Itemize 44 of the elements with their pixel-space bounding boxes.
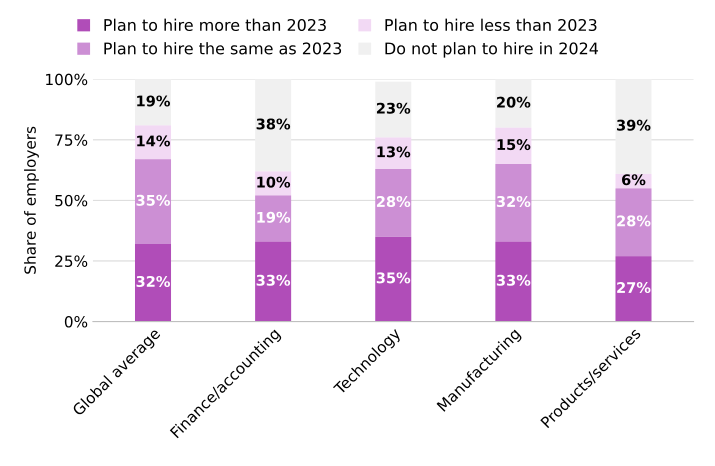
data-label: 20% bbox=[497, 96, 530, 108]
data-label: 35% bbox=[136, 194, 170, 206]
legend-label: Plan to hire the same as 2023 bbox=[104, 42, 342, 54]
data-label: 19% bbox=[257, 212, 290, 223]
data-label: 32% bbox=[136, 276, 170, 287]
bar bbox=[615, 256, 652, 322]
bar bbox=[255, 196, 292, 242]
data-label: 35% bbox=[376, 272, 410, 284]
y-tick-label: 50% bbox=[55, 194, 88, 206]
legend-label: Plan to hire more than 2023 bbox=[104, 18, 326, 32]
data-label: 33% bbox=[256, 274, 290, 286]
data-label: 28% bbox=[617, 215, 650, 226]
data-label: 14% bbox=[137, 135, 170, 146]
bar bbox=[134, 79, 172, 126]
data-label: 27% bbox=[617, 282, 650, 294]
bar bbox=[375, 236, 412, 322]
bar bbox=[375, 82, 412, 138]
bar bbox=[375, 168, 412, 237]
data-label: 15% bbox=[498, 139, 530, 150]
data-label: 32% bbox=[496, 196, 530, 208]
legend-label: Do not plan to hire in 2024 bbox=[385, 42, 598, 58]
bar bbox=[134, 244, 172, 322]
bar bbox=[495, 242, 532, 322]
data-label: 28% bbox=[376, 196, 410, 208]
y-tick-label: 25% bbox=[55, 255, 88, 267]
data-label: 10% bbox=[257, 176, 290, 188]
data-label: 23% bbox=[376, 102, 410, 114]
y-tick-label: 75% bbox=[55, 134, 88, 146]
y-tick-label: 100% bbox=[46, 74, 88, 86]
bar bbox=[615, 188, 652, 256]
y-axis-title: Share of employers bbox=[24, 126, 39, 274]
data-label: 13% bbox=[377, 146, 410, 158]
bar bbox=[495, 164, 532, 242]
y-tick-label: 0% bbox=[64, 316, 88, 328]
data-label: 6% bbox=[622, 174, 646, 186]
data-label: 38% bbox=[256, 118, 290, 130]
legend-label: Plan to hire less than 2023 bbox=[385, 18, 596, 32]
bar bbox=[255, 242, 292, 322]
data-label: 19% bbox=[137, 95, 170, 106]
bar bbox=[255, 79, 292, 172]
data-label: 39% bbox=[617, 120, 650, 131]
bar bbox=[134, 159, 172, 244]
bar bbox=[615, 79, 652, 174]
data-label: 33% bbox=[496, 274, 530, 286]
